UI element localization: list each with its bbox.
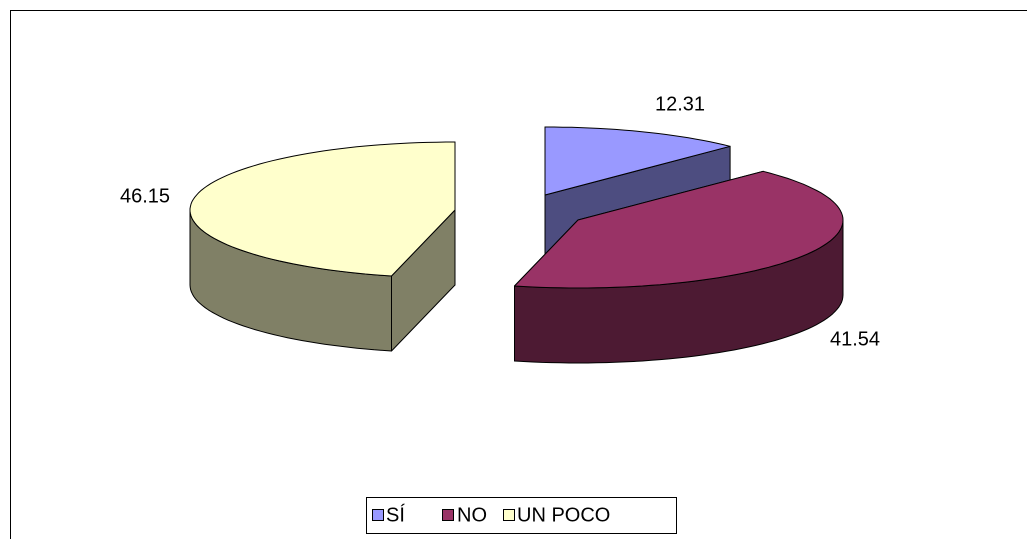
legend-swatch xyxy=(372,509,384,521)
data-label: 12.31 xyxy=(655,93,705,115)
data-label: 41.54 xyxy=(830,328,880,350)
legend-swatch xyxy=(442,509,454,521)
slice xyxy=(189,141,456,277)
legend-label: UN POCO xyxy=(517,504,610,526)
chart-frame xyxy=(10,10,1027,539)
slice xyxy=(544,126,731,196)
slice xyxy=(514,170,844,289)
legend-label: SÍ xyxy=(386,503,405,526)
data-label: 46.15 xyxy=(120,185,170,207)
legend-box xyxy=(366,497,677,534)
legend-label: NO xyxy=(457,504,487,526)
legend-swatch xyxy=(503,509,515,521)
